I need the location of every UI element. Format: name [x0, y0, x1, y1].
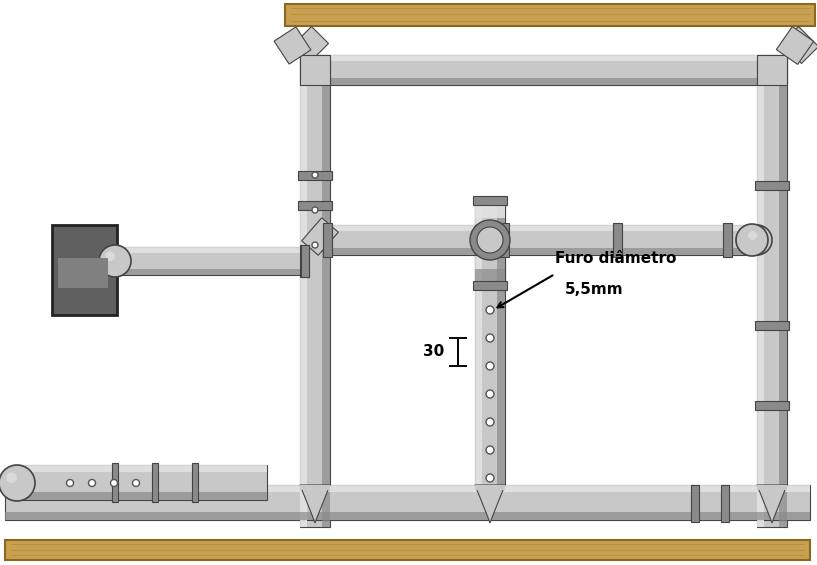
Bar	[505, 225, 760, 255]
Bar	[300, 55, 330, 527]
Bar	[757, 55, 787, 527]
Polygon shape	[776, 27, 814, 64]
Bar	[322, 55, 330, 527]
Polygon shape	[301, 218, 338, 255]
Bar	[755, 401, 789, 410]
Polygon shape	[300, 485, 330, 523]
Bar	[473, 195, 507, 205]
Bar	[300, 55, 306, 527]
Bar	[52, 225, 117, 315]
Circle shape	[486, 306, 494, 314]
Circle shape	[7, 472, 17, 483]
Bar	[755, 180, 789, 189]
Bar	[757, 55, 764, 527]
Bar	[5, 485, 810, 492]
Circle shape	[66, 480, 74, 486]
Circle shape	[477, 227, 503, 253]
Bar	[779, 55, 787, 527]
Circle shape	[470, 220, 510, 260]
Bar	[301, 245, 310, 277]
Bar	[5, 540, 810, 560]
Polygon shape	[475, 485, 505, 523]
Circle shape	[486, 390, 494, 398]
Bar	[300, 55, 787, 85]
Bar	[505, 249, 760, 255]
Bar	[497, 200, 505, 485]
Bar	[475, 200, 505, 485]
Bar	[300, 55, 787, 61]
Circle shape	[748, 231, 757, 240]
Bar	[501, 223, 510, 257]
Bar	[330, 225, 478, 255]
Circle shape	[486, 474, 494, 482]
Bar	[475, 485, 505, 490]
Polygon shape	[757, 485, 787, 523]
Bar	[475, 200, 505, 218]
Circle shape	[736, 224, 768, 256]
Bar	[5, 485, 810, 520]
Bar	[298, 201, 332, 210]
Bar	[285, 4, 815, 26]
Bar	[691, 485, 699, 522]
Bar	[152, 463, 158, 502]
Circle shape	[742, 225, 772, 255]
Bar	[12, 465, 267, 500]
Bar	[757, 485, 787, 490]
Bar	[115, 247, 305, 275]
Bar	[614, 223, 623, 257]
Bar	[12, 492, 267, 500]
Polygon shape	[292, 27, 328, 63]
Polygon shape	[782, 27, 817, 63]
Bar	[115, 269, 305, 275]
Bar	[330, 225, 478, 231]
Circle shape	[99, 245, 131, 277]
Circle shape	[486, 334, 494, 342]
Circle shape	[486, 418, 494, 426]
Bar	[300, 55, 330, 85]
Circle shape	[312, 242, 318, 248]
Text: 5,5mm: 5,5mm	[565, 282, 623, 297]
Circle shape	[110, 480, 118, 486]
Bar	[475, 200, 505, 288]
Circle shape	[312, 172, 318, 178]
Text: Furo diâmetro: Furo diâmetro	[555, 251, 676, 266]
Bar	[505, 225, 760, 231]
Circle shape	[486, 362, 494, 370]
Bar	[755, 320, 789, 329]
Bar	[298, 171, 332, 180]
Bar	[724, 223, 733, 257]
Bar	[330, 249, 478, 255]
Circle shape	[0, 465, 35, 501]
Bar	[475, 225, 505, 255]
Bar	[475, 268, 505, 288]
Bar	[58, 258, 108, 288]
Bar	[473, 280, 507, 289]
Bar	[475, 200, 481, 485]
Bar	[112, 463, 118, 502]
Bar	[5, 512, 810, 520]
Text: 30: 30	[422, 345, 444, 359]
Polygon shape	[275, 27, 311, 64]
Bar	[192, 463, 198, 502]
Bar	[115, 247, 305, 253]
Circle shape	[105, 251, 115, 261]
Bar	[721, 485, 729, 522]
Bar	[300, 485, 330, 490]
Circle shape	[132, 480, 140, 486]
Bar	[300, 79, 787, 85]
Circle shape	[486, 446, 494, 454]
Bar	[301, 245, 309, 277]
Circle shape	[312, 207, 318, 213]
Bar	[324, 223, 333, 257]
Bar	[12, 465, 267, 472]
Circle shape	[88, 480, 96, 486]
Bar	[757, 55, 787, 85]
